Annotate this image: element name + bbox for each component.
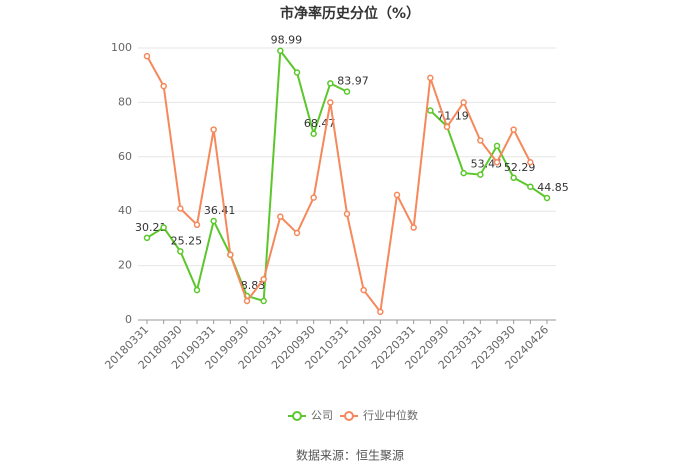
- data-label: 25.25: [171, 234, 203, 247]
- data-label: 36.41: [204, 204, 236, 217]
- point: [143, 52, 151, 60]
- point: [510, 126, 517, 133]
- point: [260, 275, 267, 283]
- point: [477, 171, 484, 178]
- point: [510, 174, 517, 182]
- point: [160, 224, 167, 231]
- point: [277, 213, 284, 220]
- point: [443, 123, 451, 131]
- point: [177, 248, 184, 255]
- legend-marker: [292, 411, 302, 421]
- data-label: 98.99: [271, 34, 303, 47]
- data-label: 30.21: [135, 221, 167, 234]
- series-line: [146, 48, 548, 303]
- point: [360, 286, 367, 294]
- point: [493, 142, 501, 150]
- point: [493, 158, 501, 166]
- point: [543, 194, 551, 202]
- point: [377, 308, 384, 316]
- data-label: 52.29: [504, 161, 536, 174]
- point: [327, 99, 334, 106]
- y-tick-label: 60: [118, 150, 132, 163]
- point: [427, 107, 434, 114]
- legend-label: 公司: [311, 409, 333, 422]
- data-label: 44.85: [537, 181, 569, 194]
- point: [410, 224, 417, 231]
- point: [143, 234, 151, 242]
- legend-label: 行业中位数: [363, 408, 418, 422]
- point: [327, 80, 334, 87]
- point: [527, 158, 534, 166]
- point: [193, 221, 201, 229]
- point: [227, 251, 234, 258]
- point: [393, 191, 401, 199]
- point: [243, 297, 251, 305]
- chart-title: 市净率历史分位（%）: [280, 5, 420, 22]
- point: [427, 74, 434, 82]
- point: [277, 47, 284, 54]
- point: [210, 126, 217, 133]
- data-label: 83.97: [337, 75, 369, 88]
- y-tick-label: 20: [118, 259, 132, 272]
- series-line: [146, 55, 532, 315]
- data-label: 8.83: [241, 279, 266, 292]
- legend-marker: [344, 411, 354, 421]
- y-tick-label: 80: [118, 95, 132, 108]
- y-tick-label: 100: [111, 41, 132, 54]
- y-tick-label: 40: [118, 204, 132, 217]
- data-label: 68.47: [304, 117, 336, 130]
- point: [310, 194, 317, 201]
- point: [460, 169, 467, 177]
- point: [477, 137, 484, 144]
- point: [160, 82, 167, 90]
- point: [310, 130, 317, 138]
- point: [527, 183, 534, 190]
- point: [343, 210, 351, 218]
- point: [177, 205, 184, 212]
- point: [193, 286, 201, 294]
- point: [343, 88, 351, 95]
- y-tick-label: 0: [125, 313, 132, 326]
- point: [293, 69, 301, 76]
- point: [293, 229, 301, 237]
- point: [210, 217, 217, 225]
- point: [260, 297, 267, 305]
- source-note: 数据来源：恒生聚源: [296, 448, 404, 463]
- point: [460, 99, 467, 106]
